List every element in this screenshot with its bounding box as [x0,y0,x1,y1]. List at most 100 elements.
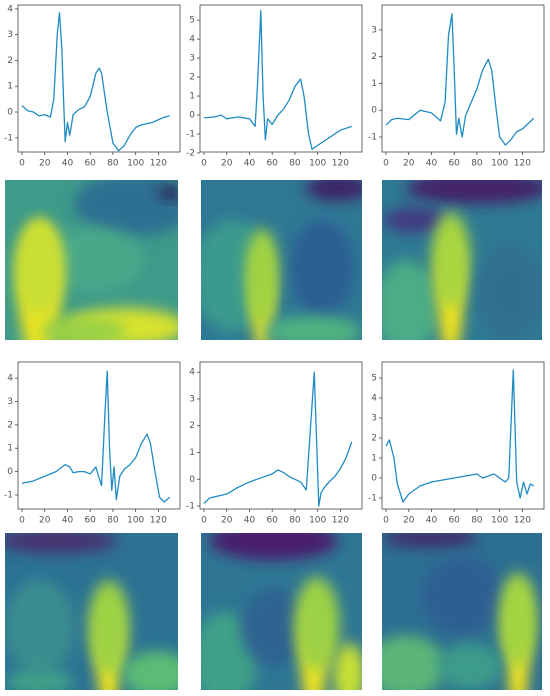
x-tick-label: 60 [266,516,278,526]
y-tick-label: 3 [189,394,195,404]
heatmap-blob [5,669,75,690]
x-tick-label: 40 [426,516,438,526]
x-tick-label: 80 [471,516,483,526]
heatmap-blob [15,220,64,316]
plot-frame [17,4,181,153]
y-tick-label: 2 [371,52,377,62]
y-tick-label: 2 [7,420,13,430]
x-tick-label: 20 [39,516,51,526]
x-tick-label: 120 [514,159,531,169]
heatmap-blob [382,533,478,548]
x-tick-label: 80 [107,159,119,169]
x-tick-label: 0 [383,516,389,526]
heatmap-blob [382,260,438,340]
heatmap-blob [382,207,446,233]
x-tick-label: 0 [201,159,207,169]
y-tick-label: -1 [186,502,195,512]
x-tick-label: 120 [332,516,349,526]
heatmap [382,533,542,690]
y-tick-label: 1 [371,79,377,89]
heatmap-blob [265,316,362,340]
x-tick-label: 80 [289,516,301,526]
y-tick-label: -2 [186,148,195,158]
x-tick-label: 120 [150,516,167,526]
heatmap [201,180,362,340]
heatmap-blob [406,180,542,204]
heatmap-blob [333,642,362,690]
y-tick-label: 1 [189,448,195,458]
plot-frame [381,4,545,153]
y-tick-label: 4 [189,35,195,45]
y-tick-label: 0 [371,474,377,484]
y-tick-label: 5 [189,16,195,26]
heatmap-blob [431,212,470,308]
x-tick-label: 0 [383,159,389,169]
y-tick-label: 0 [371,106,377,116]
ecg-line [21,370,171,503]
x-tick-label: 20 [221,516,233,526]
x-tick-label: 120 [332,159,349,169]
y-tick-label: 1 [371,454,377,464]
y-tick-label: -1 [4,490,13,500]
y-tick-label: 2 [189,421,195,431]
y-tick-label: -1 [368,133,377,143]
heatmap-blob [88,580,130,675]
y-tick-label: 4 [189,368,195,378]
y-tick-label: 4 [371,394,377,404]
y-tick-label: -1 [186,129,195,139]
heatmap-blob [5,580,75,675]
y-tick-label: 0 [189,111,195,121]
y-tick-label: 2 [189,73,195,83]
x-tick-label: 40 [426,159,438,169]
y-tick-label: 2 [7,56,13,66]
ecg-line [21,12,170,152]
x-tick-label: 40 [244,516,256,526]
x-tick-label: 0 [19,516,25,526]
heatmap-blob [438,642,502,690]
y-tick-label: 3 [7,30,13,40]
x-tick-label: 100 [309,159,326,169]
heatmap-blob [422,556,502,636]
heatmap-blob [122,650,178,690]
x-tick-label: 20 [403,159,415,169]
heatmap-blob [74,180,178,236]
x-tick-label: 40 [62,159,74,169]
heatmap [5,533,178,690]
x-tick-label: 20 [39,159,51,169]
x-tick-label: 40 [62,516,74,526]
y-tick-label: 0 [189,475,195,485]
x-tick-label: 100 [491,159,508,169]
y-tick-label: 1 [189,92,195,102]
y-tick-label: 5 [371,374,377,384]
ecg-line [203,10,352,150]
heatmap [201,533,362,690]
x-tick-label: 60 [84,516,96,526]
x-tick-label: 20 [403,516,415,526]
x-tick-label: 20 [221,159,233,169]
ecg-line [385,13,535,146]
heatmap-blob [39,228,144,292]
ecg-line [385,369,535,503]
heatmap-blob [39,316,127,340]
y-tick-label: 0 [7,467,13,477]
heatmap-blob [5,533,118,554]
y-tick-label: 3 [371,414,377,424]
x-tick-label: 60 [448,159,460,169]
heatmap-blob [294,576,340,672]
x-tick-label: 80 [289,159,301,169]
x-tick-label: 60 [84,159,96,169]
y-tick-label: 2 [371,434,377,444]
heatmap [382,180,542,340]
heatmap-blob [289,220,354,316]
heatmap-blob [382,635,446,690]
y-tick-label: 1 [7,82,13,92]
x-tick-label: 60 [448,516,460,526]
x-tick-label: 100 [309,516,326,526]
y-tick-label: 3 [7,397,13,407]
y-tick-label: 4 [7,4,13,14]
plot-frame [17,361,181,510]
heatmap-blob [158,186,178,200]
x-tick-label: 120 [150,159,167,169]
y-tick-label: -1 [4,133,13,143]
